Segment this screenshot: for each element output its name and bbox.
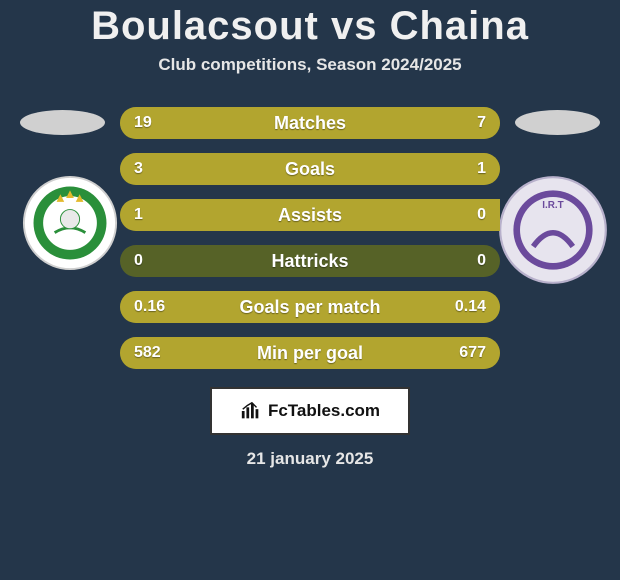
- player-base-oval-right: [515, 110, 600, 135]
- page-title: Boulacsout vs Chaina: [91, 4, 529, 49]
- stat-value-left: 19: [134, 114, 152, 132]
- footer-brand-text: FcTables.com: [268, 401, 380, 421]
- stat-value-left: 582: [134, 344, 161, 362]
- chart-bars-icon: [240, 400, 262, 422]
- stat-label: Min per goal: [257, 343, 363, 364]
- stat-value-left: 1: [134, 206, 143, 224]
- stat-label: Assists: [278, 205, 342, 226]
- svg-text:I.R.T: I.R.T: [542, 200, 563, 211]
- stat-value-right: 7: [477, 114, 486, 132]
- stat-value-right: 0: [477, 252, 486, 270]
- stat-value-right: 0.14: [455, 298, 486, 316]
- subtitle: Club competitions, Season 2024/2025: [158, 55, 461, 75]
- title-vs: vs: [319, 4, 390, 48]
- stat-row-min-per-goal: Min per goal 582 677: [120, 337, 500, 369]
- stat-label: Goals per match: [239, 297, 380, 318]
- stat-value-right: 1: [477, 160, 486, 178]
- stat-row-hattricks: Hattricks 0 0: [120, 245, 500, 277]
- stat-value-left: 3: [134, 160, 143, 178]
- title-left: Boulacsout: [91, 4, 319, 48]
- shield-icon: I.R.T: [498, 175, 608, 285]
- stat-value-right: 677: [459, 344, 486, 362]
- stat-row-goals-per-match: Goals per match 0.16 0.14: [120, 291, 500, 323]
- title-right: Chaina: [390, 4, 529, 48]
- snapshot-date: 21 january 2025: [247, 449, 374, 469]
- stat-value-left: 0: [134, 252, 143, 270]
- stat-value-left: 0.16: [134, 298, 165, 316]
- footer-brand-box[interactable]: FcTables.com: [210, 387, 410, 435]
- stat-row-matches: Matches 19 7: [120, 107, 500, 139]
- raja-club-logo: [22, 175, 118, 276]
- irt-club-logo: I.R.T: [498, 175, 608, 290]
- stat-label: Hattricks: [271, 251, 348, 272]
- player-base-oval-left: [20, 110, 105, 135]
- stat-fill-left: [120, 107, 397, 139]
- stat-label: Matches: [274, 113, 346, 134]
- stat-label: Goals: [285, 159, 335, 180]
- comparison-card: Boulacsout vs Chaina Club competitions, …: [0, 0, 620, 580]
- stat-row-assists: Assists 1 0: [120, 199, 500, 231]
- stat-fill-left: [120, 153, 405, 185]
- stat-row-goals: Goals 3 1: [120, 153, 500, 185]
- stats-rows: Matches 19 7 Goals 3 1 Assists 1 0 Hattricks 0 0 Goa…: [120, 107, 500, 369]
- stat-value-right: 0: [477, 206, 486, 224]
- shield-icon: [22, 175, 118, 271]
